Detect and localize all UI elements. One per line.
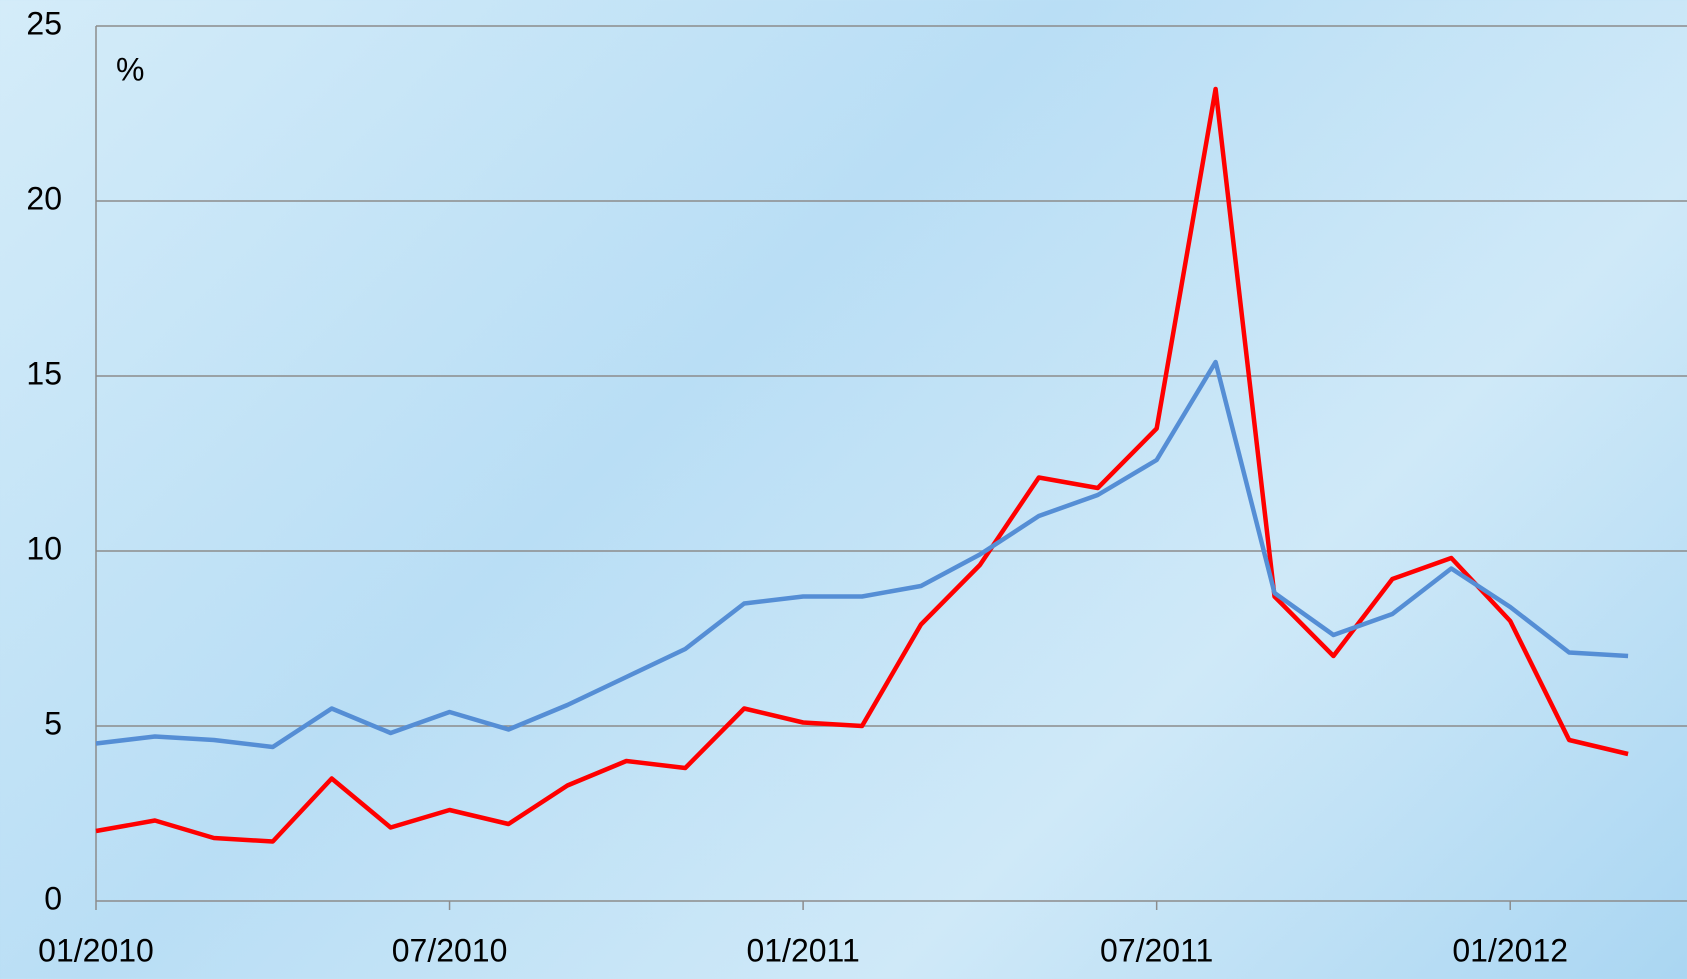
series-line <box>95 359 1629 750</box>
y-tick-label: 5 <box>44 705 62 741</box>
y-tick-label: 0 <box>44 880 62 916</box>
x-tick-label: 01/2010 <box>38 932 154 968</box>
y-tick-label: 15 <box>26 355 62 391</box>
x-tick-label: 07/2010 <box>392 932 508 968</box>
y-tick-label: 25 <box>26 5 62 41</box>
x-tick-label: 01/2011 <box>746 932 859 968</box>
y-tick-label: 20 <box>26 180 62 216</box>
series-line <box>95 86 1629 844</box>
x-tick-label: 07/2011 <box>1100 932 1213 968</box>
unit-annotation: % <box>116 51 144 87</box>
y-tick-label: 10 <box>26 530 62 566</box>
x-tick-label: 01/2012 <box>1452 932 1568 968</box>
